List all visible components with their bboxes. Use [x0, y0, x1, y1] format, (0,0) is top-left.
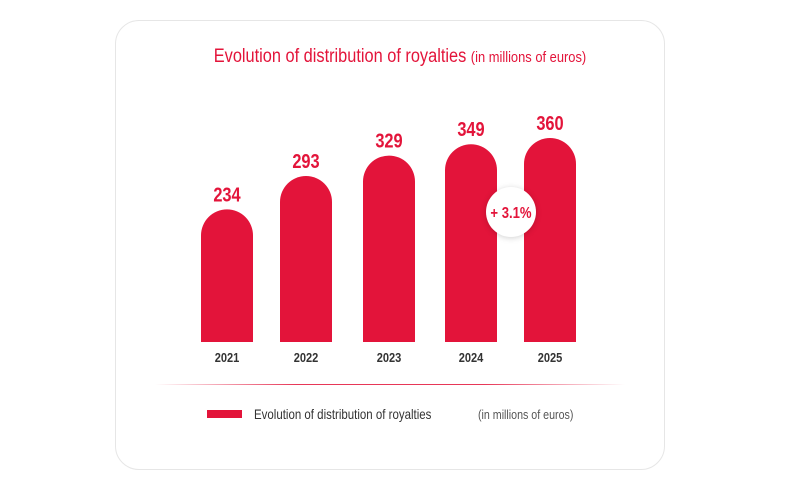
tick-label-2025: 2025 [538, 350, 563, 365]
bar-2025 [524, 138, 576, 342]
bar-2022 [280, 175, 332, 342]
tick-label-2021: 2021 [215, 350, 240, 365]
growth-badge [486, 187, 536, 237]
bar-2024 [445, 144, 497, 342]
legend-unit: (in millions of euros) [478, 406, 574, 422]
legend-label: Evolution of distribution of royalties [254, 406, 432, 422]
value-label-2021: 234 [213, 183, 241, 206]
legend-swatch [207, 410, 242, 418]
value-label-2022: 293 [292, 149, 319, 172]
chart-title-text: Evolution of distribution of royalties [213, 46, 467, 67]
bar-2021 [201, 209, 253, 342]
chart-title-unit: (in millions of euros) [470, 49, 587, 66]
value-label-2024: 349 [457, 118, 484, 141]
bar-2023 [363, 155, 415, 342]
tick-label-2022: 2022 [294, 350, 319, 365]
tick-label-2023: 2023 [377, 350, 402, 365]
tick-label-2024: 2024 [459, 350, 484, 365]
chart-title: Evolution of distribution of royalties (… [56, 46, 744, 68]
chart-legend: Evolution of distribution of royalties (… [207, 404, 595, 424]
value-label-2025: 360 [536, 111, 563, 134]
legend-divider [155, 384, 625, 385]
value-label-2023: 329 [375, 129, 402, 152]
growth-badge-label: + 3.1% [490, 205, 531, 222]
